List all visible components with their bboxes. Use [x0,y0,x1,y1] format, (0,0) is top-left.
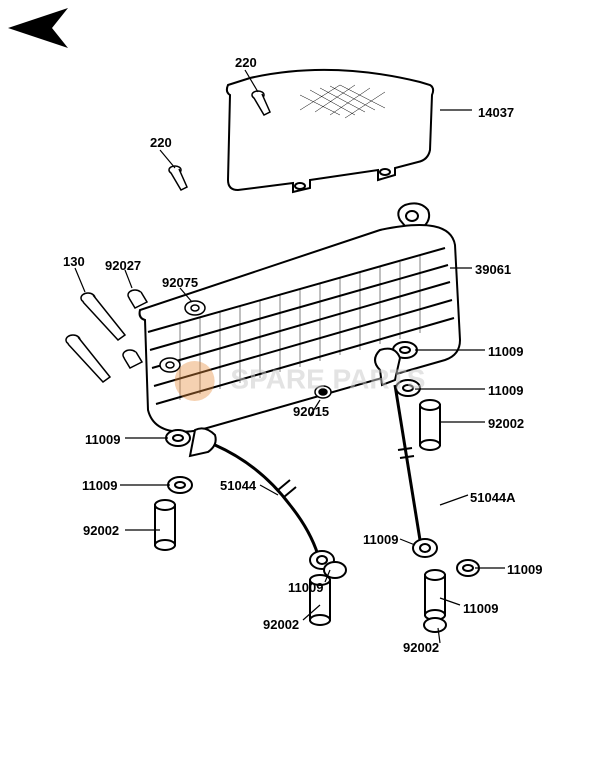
bolt-130-2 [66,335,110,382]
label-lbl-11009-6: 11009 [507,562,542,577]
label-lbl-51044A: 51044A [470,490,516,505]
label-lbl-14037: 14037 [478,105,514,120]
plug-92015 [315,386,331,398]
oil-cooler [140,203,460,431]
label-lbl-92015: 92015 [293,404,329,419]
label-lbl-92027: 92027 [105,258,141,273]
label-lbl-92002-1: 92002 [488,416,524,431]
damper-92075-1 [185,301,205,315]
label-lbl-130: 130 [63,254,85,269]
label-lbl-11009-4: 11009 [82,478,117,493]
label-lbl-11009-7: 11009 [288,580,323,595]
screen-guard [227,70,433,192]
label-lbl-11009-1: 11009 [488,344,523,359]
bolt-220-1 [252,91,270,115]
label-lbl-92002-3: 92002 [263,617,299,632]
bolt-130 [81,293,125,340]
label-lbl-11009-8: 11009 [463,601,498,616]
label-lbl-92002-4: 92002 [403,640,439,655]
label-lbl-220-2: 220 [150,135,172,150]
label-lbl-220-1: 220 [235,55,257,70]
damper-92075-2 [160,358,180,372]
label-lbl-11009-5: 11009 [363,532,398,547]
label-lbl-11009-2: 11009 [488,383,523,398]
hose-right [375,342,479,632]
collar-92027-2 [123,350,142,368]
label-lbl-92075: 92075 [162,275,198,290]
diagram-container: 220 14037 220 130 92027 92075 39061 11009 11009 9… [0,0,600,762]
hose-left [155,428,346,625]
collar-92027-1 [128,290,147,308]
label-lbl-51044: 51044 [220,478,256,493]
label-lbl-92002-2: 92002 [83,523,119,538]
label-lbl-11009-3: 11009 [85,432,120,447]
bolt-220-2 [169,166,187,190]
arrow-indicator [8,8,68,48]
label-lbl-39061: 39061 [475,262,511,277]
